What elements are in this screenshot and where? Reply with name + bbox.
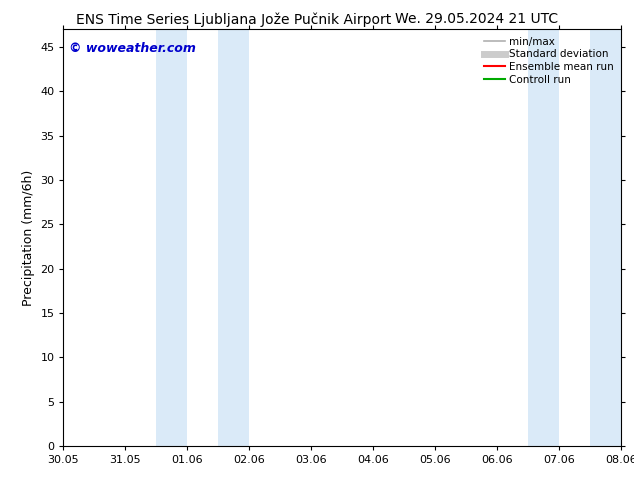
Legend: min/max, Standard deviation, Ensemble mean run, Controll run: min/max, Standard deviation, Ensemble me… [482, 35, 616, 87]
Y-axis label: Precipitation (mm/6h): Precipitation (mm/6h) [22, 170, 35, 306]
Bar [528, 29, 559, 446]
Bar [590, 29, 621, 446]
Text: ENS Time Series Ljubljana Jože Pučnik Airport: ENS Time Series Ljubljana Jože Pučnik Ai… [76, 12, 391, 27]
Text: © woweather.com: © woweather.com [69, 42, 196, 55]
Bar [218, 29, 249, 446]
Text: We. 29.05.2024 21 UTC: We. 29.05.2024 21 UTC [395, 12, 558, 26]
Bar [157, 29, 188, 446]
